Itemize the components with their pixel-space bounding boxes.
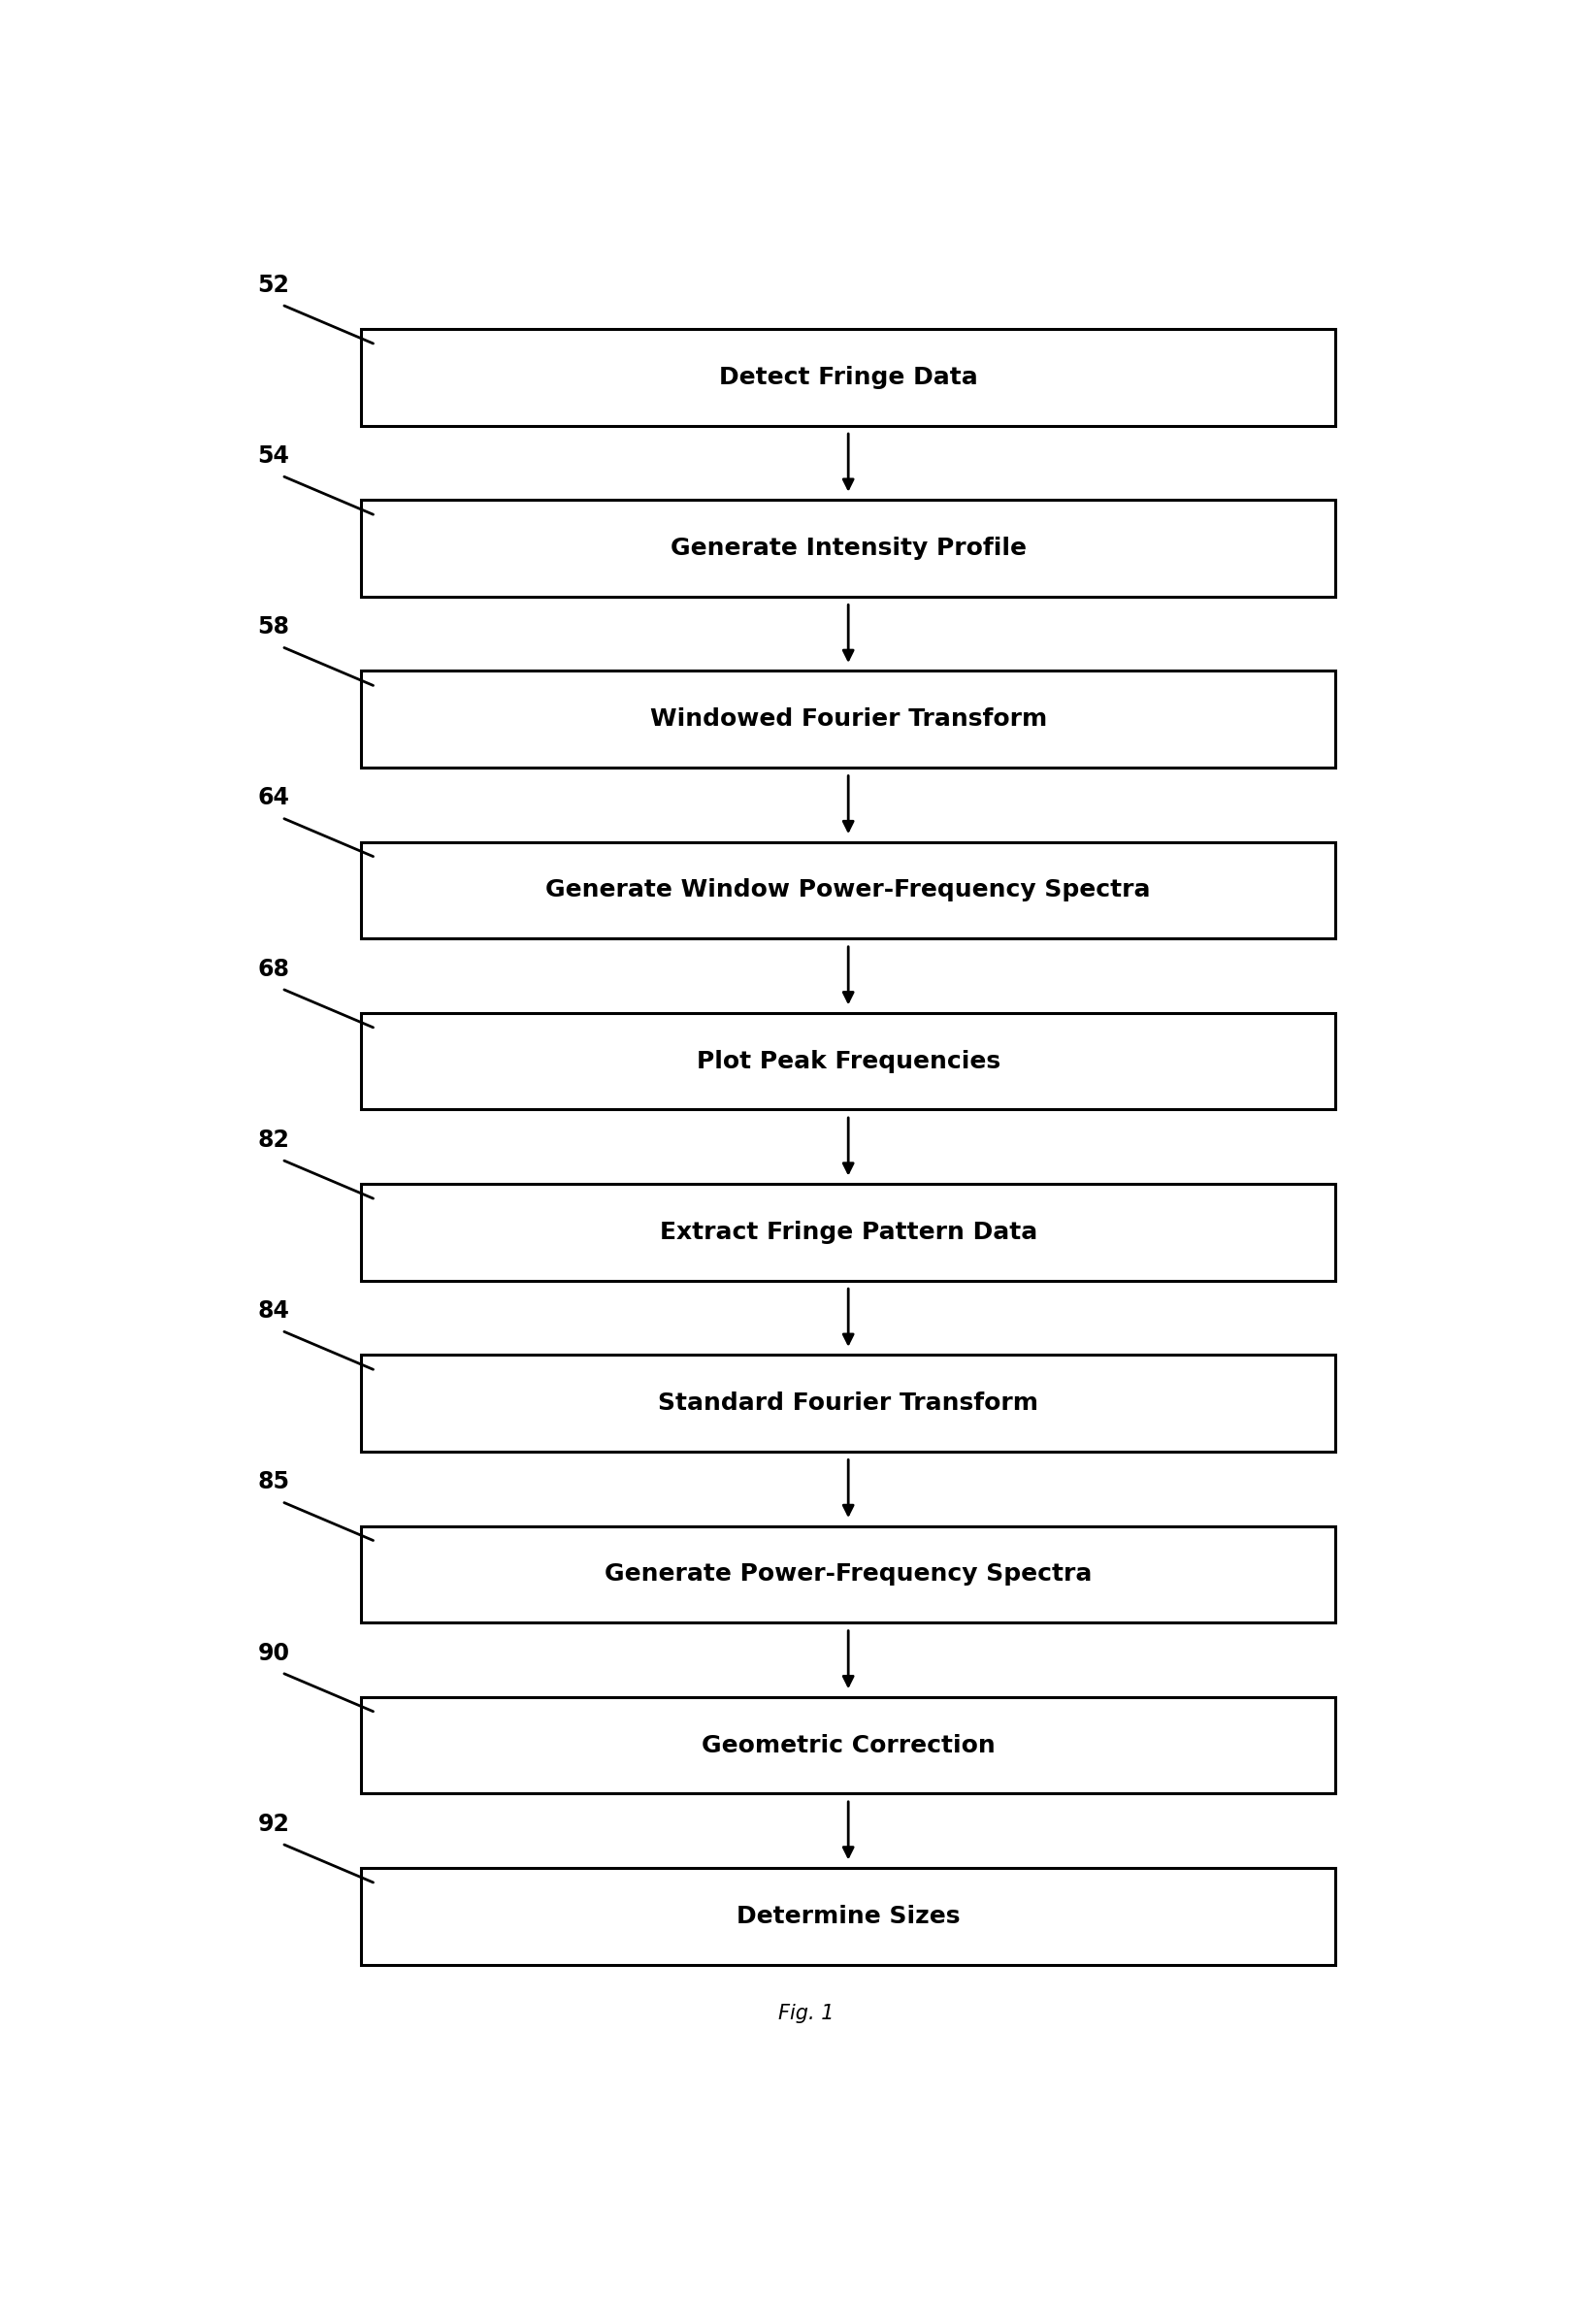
FancyBboxPatch shape xyxy=(362,500,1336,597)
FancyBboxPatch shape xyxy=(362,1355,1336,1452)
Text: 58: 58 xyxy=(258,616,289,639)
FancyBboxPatch shape xyxy=(362,1527,1336,1622)
Text: 85: 85 xyxy=(258,1471,289,1494)
Text: Extract Fringe Pattern Data: Extract Fringe Pattern Data xyxy=(659,1220,1038,1243)
Text: Geometric Correction: Geometric Correction xyxy=(701,1734,995,1757)
Text: 90: 90 xyxy=(258,1641,289,1664)
FancyBboxPatch shape xyxy=(362,1183,1336,1281)
Text: Standard Fourier Transform: Standard Fourier Transform xyxy=(659,1392,1039,1415)
Text: 82: 82 xyxy=(258,1129,289,1153)
Text: Generate Intensity Profile: Generate Intensity Profile xyxy=(670,537,1027,560)
Text: 52: 52 xyxy=(258,274,289,297)
FancyBboxPatch shape xyxy=(362,1013,1336,1109)
Text: Fig. 1: Fig. 1 xyxy=(778,2003,833,2024)
FancyBboxPatch shape xyxy=(362,672,1336,767)
Text: 84: 84 xyxy=(258,1299,289,1322)
Text: Windowed Fourier Transform: Windowed Fourier Transform xyxy=(649,706,1047,732)
FancyBboxPatch shape xyxy=(362,1697,1336,1794)
Text: Generate Power-Frequency Spectra: Generate Power-Frequency Spectra xyxy=(605,1562,1093,1585)
Text: 92: 92 xyxy=(258,1813,289,1836)
FancyBboxPatch shape xyxy=(362,330,1336,425)
Text: Determine Sizes: Determine Sizes xyxy=(736,1906,960,1929)
Text: Plot Peak Frequencies: Plot Peak Frequencies xyxy=(696,1050,1000,1074)
Text: Detect Fringe Data: Detect Fringe Data xyxy=(718,365,978,388)
Text: 68: 68 xyxy=(258,957,289,981)
Text: 54: 54 xyxy=(258,444,289,467)
FancyBboxPatch shape xyxy=(362,841,1336,939)
FancyBboxPatch shape xyxy=(362,1868,1336,1964)
Text: Generate Window Power-Frequency Spectra: Generate Window Power-Frequency Spectra xyxy=(545,878,1151,902)
Text: 64: 64 xyxy=(258,786,289,809)
